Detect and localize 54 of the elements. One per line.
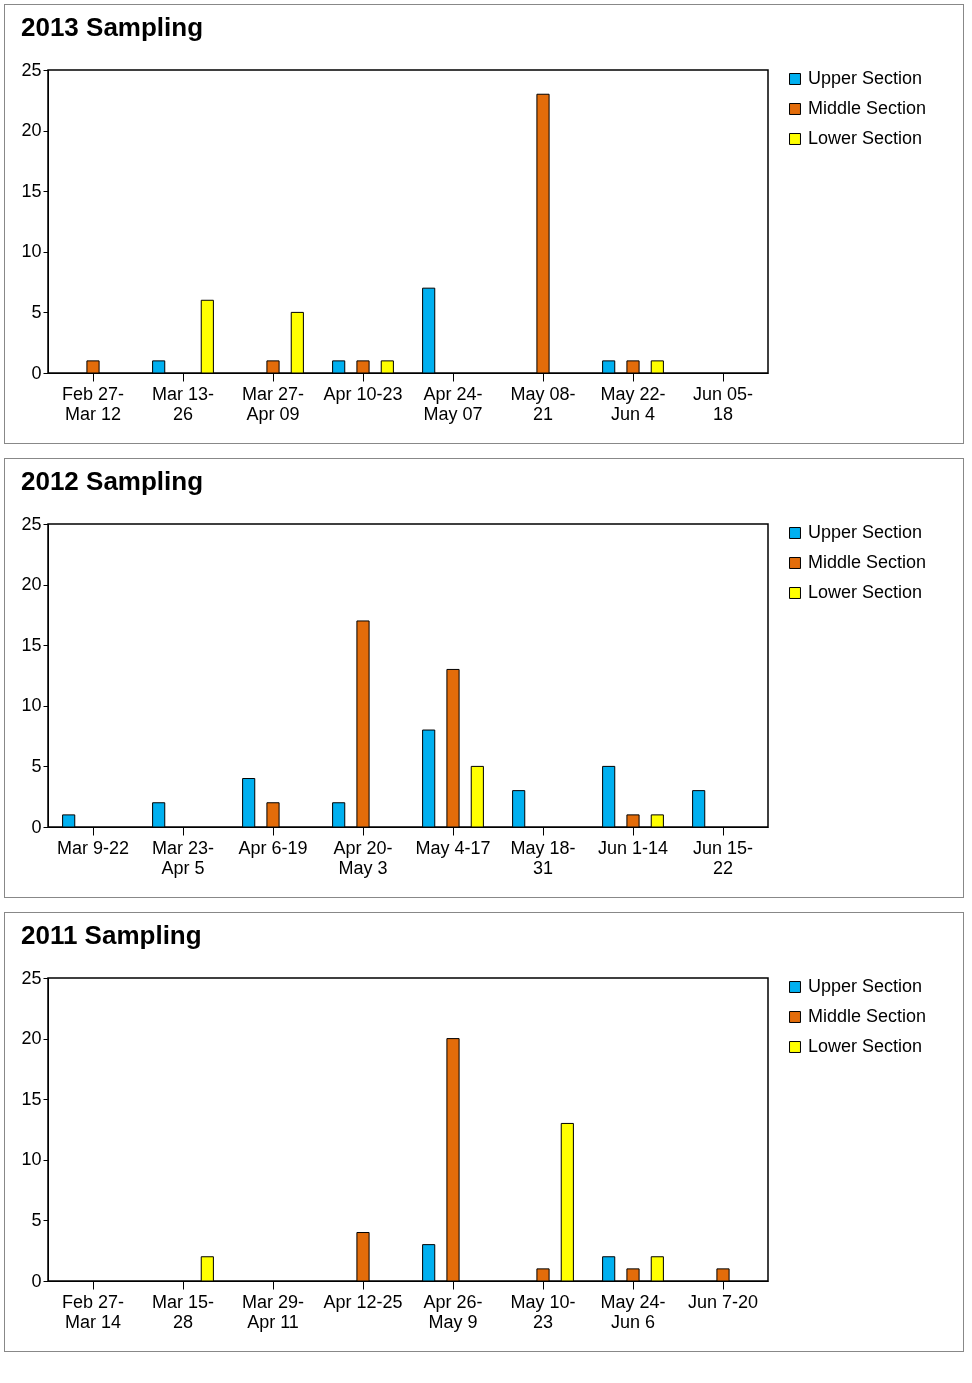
x-tick-label: Apr 26- May 9: [423, 1291, 483, 1332]
y-tick-label: 0: [31, 1270, 42, 1291]
x-tick-label: Mar 27- Apr 09: [241, 383, 305, 424]
x-tick-label: Mar 15- 28: [151, 1291, 215, 1332]
legend-label: Lower Section: [808, 128, 923, 148]
chart-title: 2013 Sampling: [20, 12, 204, 42]
y-tick-label: 5: [31, 755, 42, 776]
x-tick-label: Feb 27- Mar 12: [61, 383, 125, 424]
x-tick-label: Apr 20- May 3: [333, 837, 393, 878]
x-tick-label: Jun 15- 22: [692, 837, 754, 878]
legend-label: Lower Section: [808, 1036, 923, 1056]
x-tick-label: May 18- 31: [510, 837, 576, 878]
y-tick-label: 20: [21, 1028, 42, 1049]
x-tick-label: Jun 1-14: [597, 837, 669, 858]
y-tick-label: 0: [31, 362, 42, 383]
x-tick-label: Mar 9-22: [56, 837, 130, 858]
x-tick-label: Mar 23- Apr 5: [151, 837, 215, 878]
x-tick-label: May 24- Jun 6: [600, 1291, 666, 1332]
chart-title: 2011 Sampling: [20, 920, 202, 950]
y-tick-label: 20: [21, 120, 42, 141]
y-tick-label: 15: [21, 180, 42, 201]
legend-label: Middle Section: [808, 98, 927, 118]
legend-label: Middle Section: [808, 552, 927, 572]
y-tick-label: 10: [21, 1149, 42, 1170]
y-tick-label: 15: [21, 1088, 42, 1109]
x-tick-label: May 10- 23: [510, 1291, 576, 1332]
x-tick-label: Mar 29- Apr 11: [241, 1291, 305, 1332]
x-tick-label: Jun 7-20: [687, 1291, 759, 1312]
y-tick-label: 25: [21, 513, 42, 534]
x-tick-label: May 08- 21: [510, 383, 576, 424]
x-tick-label: May 22- Jun 4: [600, 383, 666, 424]
legend-label: Upper Section: [808, 976, 923, 996]
legend-label: Lower Section: [808, 582, 923, 602]
x-tick-label: Apr 6-19: [238, 837, 308, 858]
y-tick-label: 25: [21, 59, 42, 80]
y-tick-label: 0: [31, 816, 42, 837]
y-tick-label: 10: [21, 241, 42, 262]
y-tick-label: 25: [21, 967, 42, 988]
y-tick-label: 15: [21, 634, 42, 655]
y-tick-label: 20: [21, 574, 42, 595]
legend-label: Upper Section: [808, 68, 923, 88]
y-tick-label: 10: [21, 695, 42, 716]
x-tick-label: Apr 12-25: [323, 1291, 403, 1312]
chart-title: 2012 Sampling: [20, 466, 204, 496]
x-tick-label: Feb 27- Mar 14: [61, 1291, 125, 1332]
x-tick-label: Apr 10-23: [323, 383, 403, 404]
legend-label: Middle Section: [808, 1006, 927, 1026]
y-tick-label: 5: [31, 1209, 42, 1230]
x-tick-label: Apr 24- May 07: [423, 383, 483, 424]
x-tick-label: Jun 05- 18: [692, 383, 754, 424]
legend-label: Upper Section: [808, 522, 923, 542]
y-tick-label: 5: [31, 301, 42, 322]
x-tick-label: May 4-17: [415, 837, 491, 858]
x-tick-label: Mar 13- 26: [151, 383, 215, 424]
